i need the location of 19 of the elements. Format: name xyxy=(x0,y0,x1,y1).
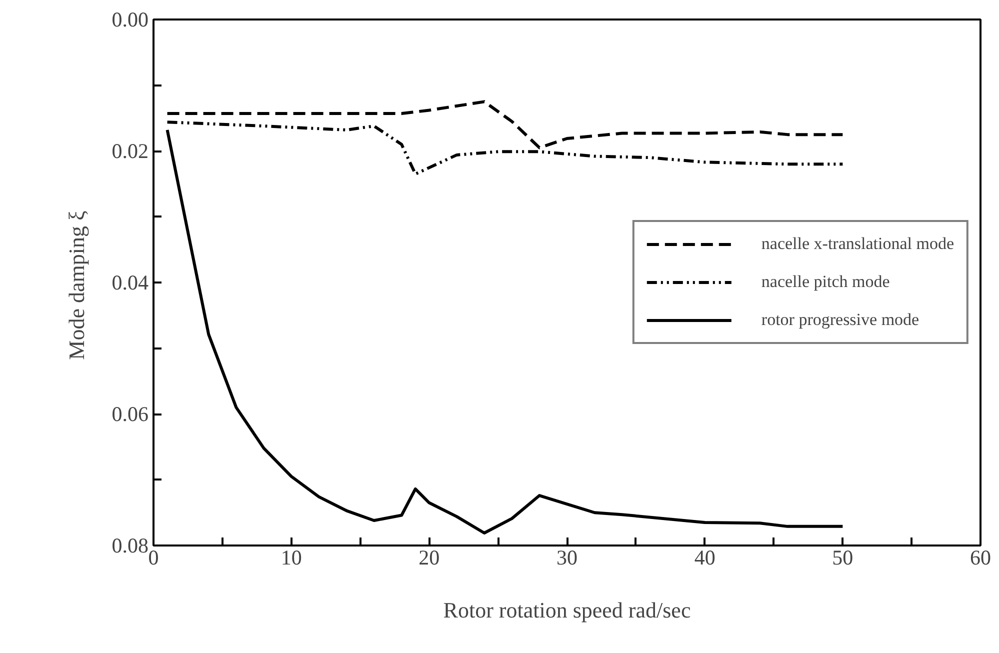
legend-label: nacelle pitch mode xyxy=(761,272,890,292)
y-tick-label: 0.04 xyxy=(112,270,149,294)
x-axis-title: Rotor rotation speed rad/sec xyxy=(443,598,691,622)
y-axis-title: Mode damping ξ xyxy=(64,210,89,360)
x-tick-label: 60 xyxy=(970,546,991,570)
x-tick-label: 0 xyxy=(148,546,159,570)
x-tick-label: 50 xyxy=(832,546,854,570)
legend-label: rotor progressive mode xyxy=(761,310,920,330)
x-tick-label: 20 xyxy=(418,546,440,570)
y-tick-label: 0.00 xyxy=(112,8,148,32)
line-series xyxy=(166,120,844,176)
line-series xyxy=(166,100,844,150)
legend-label: nacelle x-translational mode xyxy=(761,234,954,254)
y-tick-label: 0.06 xyxy=(112,402,148,426)
x-tick-label: 40 xyxy=(694,546,716,570)
y-tick-label: 0.08 xyxy=(112,534,148,558)
x-tick-label: 10 xyxy=(280,546,302,570)
y-tick-label: 0.02 xyxy=(112,139,148,163)
x-tick-label: 30 xyxy=(556,546,578,570)
